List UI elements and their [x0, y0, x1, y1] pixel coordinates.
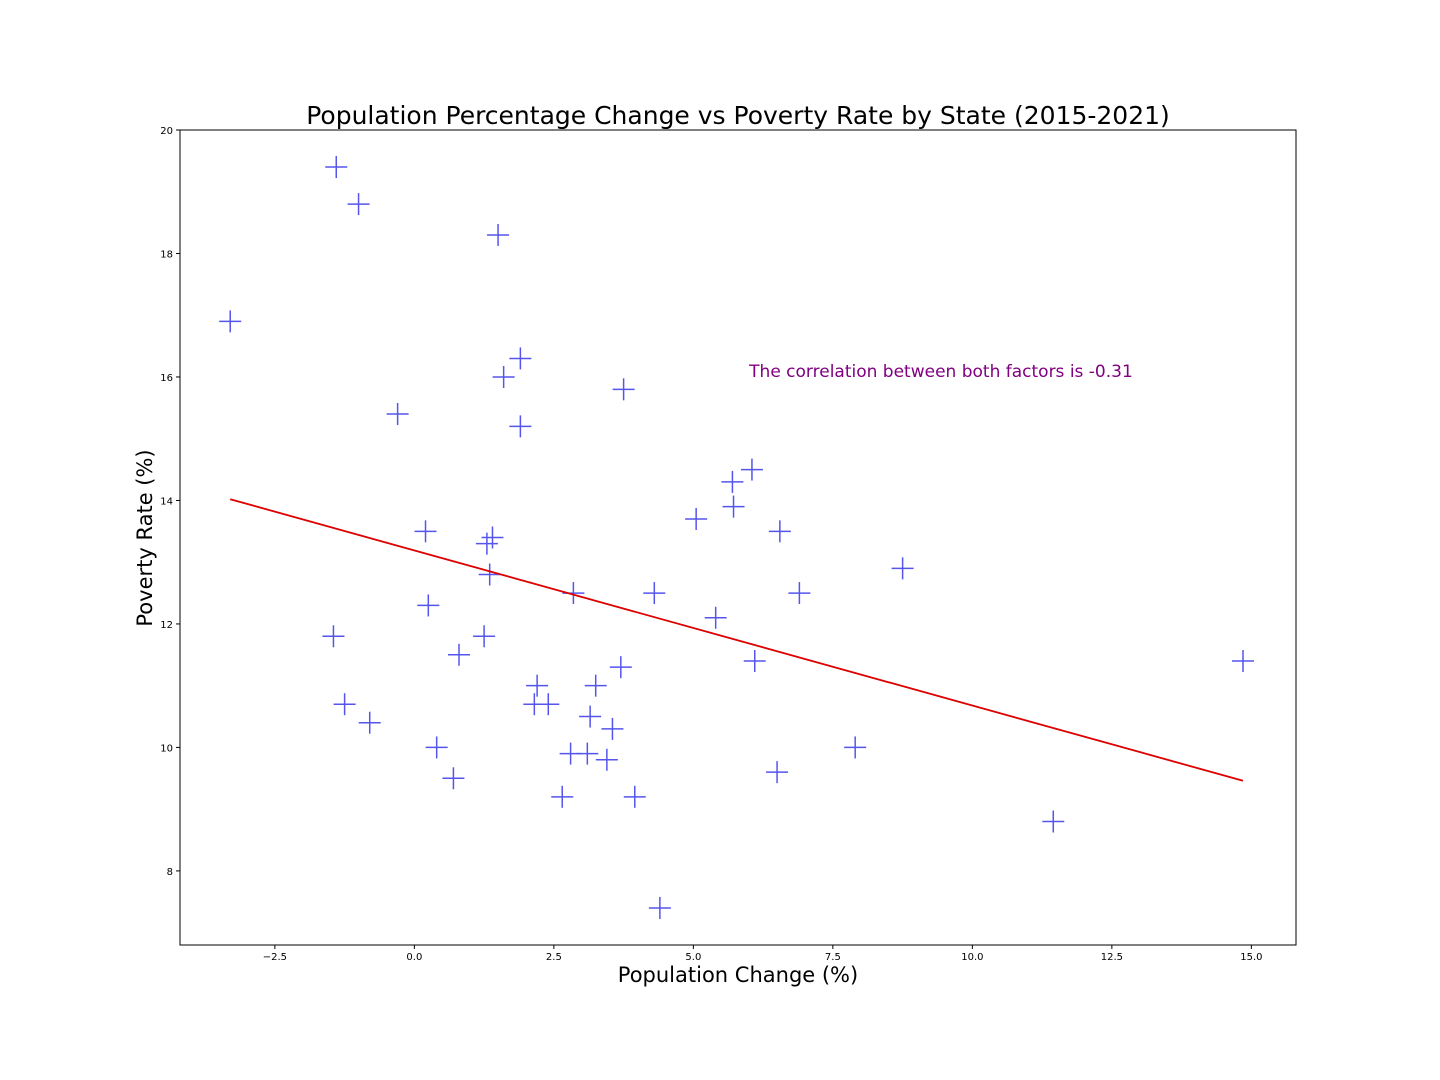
- data-point: [386, 403, 409, 426]
- data-point: [721, 470, 744, 493]
- data-point: [743, 649, 766, 672]
- data-point: [526, 674, 549, 697]
- y-tick-label: 14: [160, 496, 173, 507]
- data-point: [492, 365, 515, 388]
- data-point: [788, 582, 811, 605]
- data-point: [473, 625, 496, 648]
- data-point: [509, 415, 532, 438]
- data-point: [576, 742, 599, 765]
- data-point: [481, 526, 504, 549]
- data-point: [358, 711, 381, 734]
- data-point: [685, 507, 708, 530]
- data-point: [643, 582, 666, 605]
- plot-frame: [179, 129, 1297, 946]
- data-point: [551, 785, 574, 808]
- y-tick-label: 8: [167, 867, 173, 878]
- y-tick-label: 16: [160, 373, 173, 384]
- x-tick-label: 10.0: [961, 952, 983, 963]
- y-tick-label: 10: [160, 743, 173, 754]
- data-point: [219, 310, 242, 333]
- x-axis-label: Population Change (%): [618, 963, 858, 987]
- data-point: [766, 761, 789, 784]
- data-point: [623, 785, 646, 808]
- data-point: [648, 896, 671, 919]
- data-point: [612, 378, 635, 401]
- data-point: [448, 643, 470, 666]
- x-tick-label: 0.0: [406, 952, 422, 963]
- y-tick-label: 12: [160, 620, 173, 631]
- x-tick-label: 5.0: [685, 952, 701, 963]
- data-point: [478, 563, 501, 586]
- data-point: [704, 606, 727, 629]
- x-tick-label: 15.0: [1240, 952, 1262, 963]
- data-point: [325, 156, 348, 179]
- data-point: [740, 458, 763, 481]
- x-tick-label: 12.5: [1101, 952, 1123, 963]
- x-tick-label: −2.5: [263, 952, 287, 963]
- data-point: [891, 557, 914, 580]
- y-tick-label: 20: [160, 126, 173, 137]
- data-point: [1231, 649, 1254, 672]
- data-point: [322, 625, 345, 648]
- data-point: [722, 495, 745, 518]
- data-point: [509, 347, 532, 370]
- data-point: [595, 748, 618, 771]
- data-point: [425, 736, 448, 759]
- data-point: [347, 193, 370, 216]
- data-point: [768, 520, 791, 543]
- x-tick-label: 7.5: [825, 952, 841, 963]
- plot-content: [219, 156, 1254, 919]
- data-point: [844, 736, 867, 759]
- chart-title: Population Percentage Change vs Poverty …: [306, 101, 1170, 130]
- data-point: [609, 656, 632, 679]
- y-tick-label: 18: [160, 249, 173, 260]
- y-axis: 8 10 12 14 16 18 20: [160, 126, 180, 878]
- data-point: [537, 693, 560, 716]
- data-point: [579, 705, 602, 728]
- data-point: [1042, 810, 1065, 833]
- data-point: [584, 674, 607, 697]
- correlation-annotation: The correlation between both factors is …: [748, 362, 1133, 382]
- y-axis-label: Poverty Rate (%): [133, 449, 157, 626]
- data-point: [601, 717, 624, 740]
- data-point: [475, 532, 498, 555]
- data-point: [442, 767, 465, 790]
- data-point: [487, 223, 510, 246]
- regression-line: [229, 498, 1244, 782]
- data-point: [414, 520, 437, 543]
- data-point: [417, 594, 440, 617]
- x-tick-label: 2.5: [546, 952, 562, 963]
- data-point: [333, 693, 356, 716]
- x-axis: −2.5 0.0 2.5 5.0 7.5 10.0 12.5 15.0: [263, 945, 1262, 963]
